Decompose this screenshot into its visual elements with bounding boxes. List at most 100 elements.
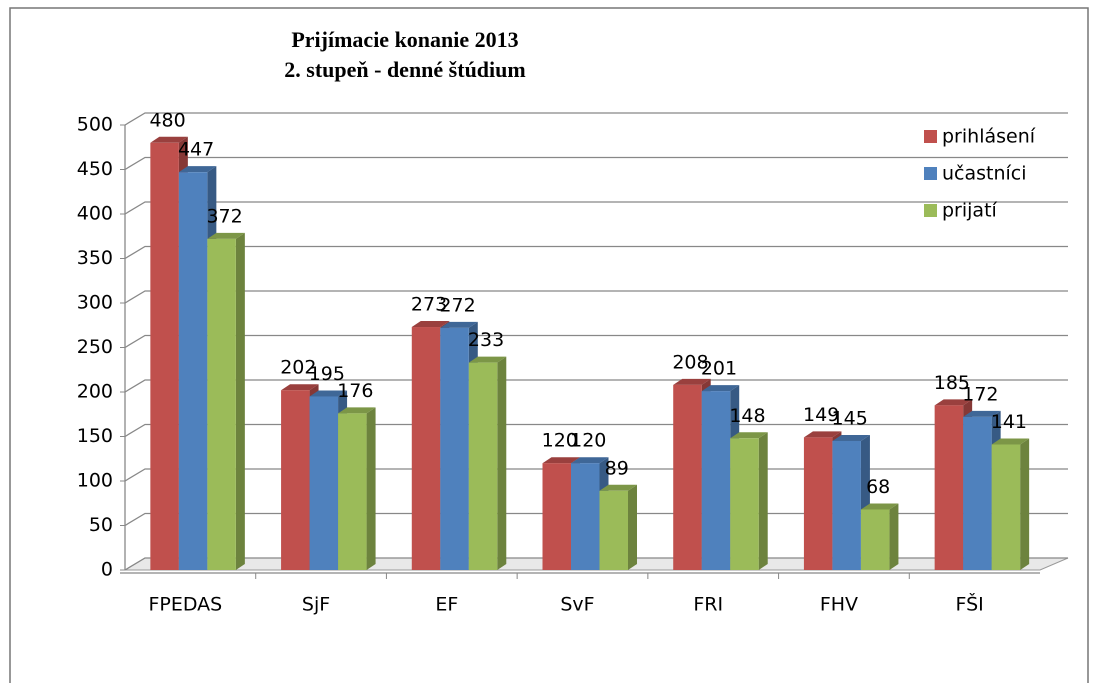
bar xyxy=(411,327,441,570)
y-tick-label: 450 xyxy=(77,158,113,180)
bar xyxy=(178,172,208,571)
grid-line xyxy=(124,112,1068,126)
bar-side xyxy=(889,503,899,570)
data-label: 447 xyxy=(178,139,214,161)
legend-label: prijatí xyxy=(942,200,998,222)
x-tick-label: FHV xyxy=(820,594,858,616)
bar-top xyxy=(599,484,637,491)
data-label: 185 xyxy=(934,372,970,394)
bar-top xyxy=(542,457,580,464)
y-tick-label: 400 xyxy=(77,203,113,225)
legend-label: prihlásení xyxy=(942,126,1036,148)
data-label: 480 xyxy=(149,109,185,131)
bar-top xyxy=(281,384,319,391)
data-label: 120 xyxy=(542,430,578,452)
bar-side xyxy=(628,484,637,570)
bar-top xyxy=(178,166,217,173)
bar xyxy=(701,391,731,570)
bar-top xyxy=(673,378,711,385)
data-label: 172 xyxy=(962,383,998,405)
grid-line xyxy=(124,156,1068,171)
x-tick-label: SjF xyxy=(302,594,330,616)
bar-top xyxy=(963,410,1001,417)
grid-line xyxy=(124,423,1068,438)
bar-side xyxy=(1020,438,1030,570)
bar xyxy=(599,490,628,570)
bar-top xyxy=(934,399,973,406)
y-tick-label: 100 xyxy=(77,470,113,492)
data-label: 273 xyxy=(411,294,447,316)
data-label: 141 xyxy=(991,411,1027,433)
bar-top xyxy=(150,136,188,143)
bar-side xyxy=(235,232,245,571)
chart-subtitle: 2. stupeň - denné štúdium xyxy=(284,57,525,82)
data-label: 201 xyxy=(701,358,737,380)
bar xyxy=(991,444,1021,570)
bar xyxy=(571,463,600,570)
bar xyxy=(803,437,833,570)
bar-top xyxy=(701,385,740,392)
legend-label: učastníci xyxy=(942,163,1027,185)
data-label: 195 xyxy=(309,363,345,385)
grid-line xyxy=(124,290,1068,304)
bar-top xyxy=(411,321,450,328)
bar-side xyxy=(758,432,768,570)
bar-top xyxy=(571,457,609,464)
x-tick-label: FŠI xyxy=(956,592,984,616)
bar-top xyxy=(309,390,348,397)
grid-line xyxy=(124,245,1068,260)
data-label: 176 xyxy=(337,380,373,402)
y-tick-label: 300 xyxy=(77,292,113,314)
bar-top xyxy=(803,431,842,438)
data-label: 372 xyxy=(206,205,242,227)
bar xyxy=(673,384,702,570)
bar xyxy=(150,142,179,571)
bar xyxy=(832,440,861,570)
bar-top xyxy=(468,356,507,363)
bar-top xyxy=(991,438,1030,445)
bar xyxy=(730,438,759,570)
y-tick-label: 200 xyxy=(77,381,113,403)
frame xyxy=(9,7,1089,683)
data-label: 120 xyxy=(570,430,606,452)
bar xyxy=(963,416,992,570)
bar-top xyxy=(860,503,899,510)
data-label: 233 xyxy=(468,329,504,351)
chart-title: Prijímacie konanie 2013 xyxy=(291,27,518,52)
data-label: 272 xyxy=(439,294,475,316)
legend-swatch xyxy=(924,204,937,217)
legend-swatch xyxy=(924,130,937,143)
x-tick-label: EF xyxy=(435,594,458,616)
grid-line xyxy=(124,201,1068,215)
bar xyxy=(338,413,367,570)
bar-top xyxy=(730,432,768,439)
bar xyxy=(309,396,339,570)
y-tick-label: 0 xyxy=(101,559,113,581)
y-tick-label: 150 xyxy=(77,425,113,447)
bar xyxy=(934,405,964,570)
bar xyxy=(860,509,890,570)
x-tick-label: SvF xyxy=(560,594,594,616)
y-tick-label: 250 xyxy=(77,336,113,358)
y-tick-label: 500 xyxy=(77,114,113,136)
y-tick-label: 50 xyxy=(89,514,113,536)
bar-top xyxy=(440,321,478,328)
bar xyxy=(440,327,469,570)
bar-side xyxy=(366,407,376,570)
x-tick-label: FRI xyxy=(693,594,723,616)
data-label: 149 xyxy=(803,404,839,426)
bar-top xyxy=(832,434,870,441)
data-label: 208 xyxy=(672,351,708,373)
data-label: 145 xyxy=(832,407,868,429)
bar xyxy=(281,390,310,570)
data-label: 148 xyxy=(729,405,765,427)
bar xyxy=(207,238,236,571)
legend-swatch xyxy=(924,167,937,180)
grid-line xyxy=(124,334,1068,349)
bar xyxy=(542,463,571,570)
grid-line xyxy=(124,379,1068,393)
bar-top xyxy=(338,407,376,414)
data-label: 89 xyxy=(605,457,629,479)
data-label: 202 xyxy=(280,357,316,379)
y-tick-label: 350 xyxy=(77,247,113,269)
